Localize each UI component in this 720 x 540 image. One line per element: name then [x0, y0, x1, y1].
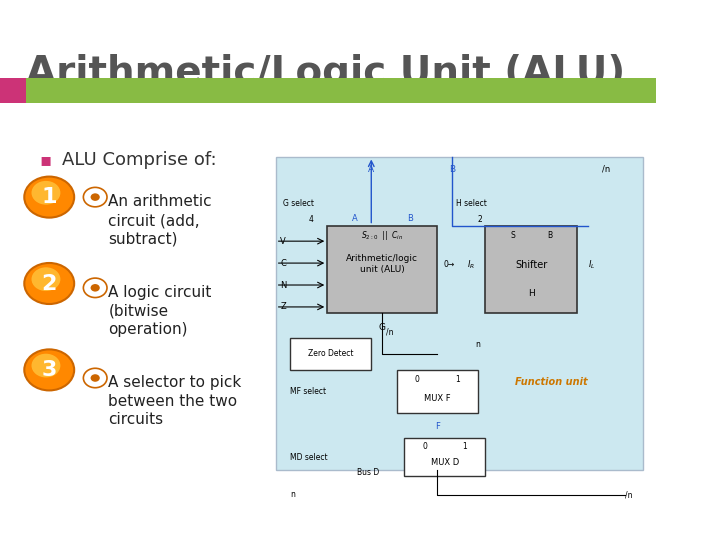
- Text: n: n: [290, 490, 295, 500]
- Text: V: V: [280, 237, 286, 246]
- Circle shape: [91, 193, 100, 201]
- Text: /n: /n: [625, 490, 632, 500]
- Text: G select: G select: [283, 199, 314, 208]
- FancyBboxPatch shape: [276, 157, 643, 470]
- Text: A: A: [368, 165, 374, 174]
- Text: Function unit: Function unit: [515, 377, 588, 387]
- Text: B: B: [407, 214, 413, 223]
- FancyBboxPatch shape: [397, 369, 478, 414]
- FancyBboxPatch shape: [327, 226, 438, 313]
- Text: 0: 0: [415, 375, 420, 384]
- Text: Arithmetic/Logic Unit (ALU): Arithmetic/Logic Unit (ALU): [26, 54, 626, 92]
- Text: H: H: [528, 289, 534, 299]
- Text: S: S: [510, 231, 516, 240]
- Circle shape: [84, 187, 107, 207]
- FancyBboxPatch shape: [485, 226, 577, 313]
- Text: $I_L$: $I_L$: [588, 259, 595, 271]
- Text: ▪: ▪: [40, 151, 52, 169]
- Text: Bus D: Bus D: [356, 468, 379, 477]
- Circle shape: [24, 349, 74, 390]
- Text: 1: 1: [463, 442, 467, 451]
- Circle shape: [91, 284, 100, 292]
- Circle shape: [24, 263, 74, 304]
- Text: Z: Z: [280, 302, 286, 312]
- Text: $S_{2:0}$  ||  $C_{in}$: $S_{2:0}$ || $C_{in}$: [361, 229, 403, 242]
- Circle shape: [32, 267, 60, 291]
- Text: Zero Detect: Zero Detect: [308, 349, 354, 359]
- FancyBboxPatch shape: [405, 438, 485, 476]
- Text: 0: 0: [422, 442, 427, 451]
- Text: /n: /n: [603, 165, 611, 174]
- Text: MF select: MF select: [290, 387, 327, 396]
- Text: An arithmetic
circuit (add,
subtract): An arithmetic circuit (add, subtract): [108, 194, 212, 247]
- Text: B: B: [547, 231, 552, 240]
- Text: /n: /n: [386, 327, 393, 336]
- Text: 0→: 0→: [444, 260, 455, 269]
- Text: B: B: [449, 165, 455, 174]
- Text: n: n: [475, 340, 480, 349]
- FancyBboxPatch shape: [26, 78, 657, 103]
- Text: H select: H select: [456, 199, 487, 208]
- Text: 3: 3: [42, 360, 57, 380]
- Text: 4: 4: [308, 215, 313, 224]
- FancyBboxPatch shape: [290, 338, 372, 369]
- Circle shape: [32, 354, 60, 377]
- Text: C: C: [280, 259, 286, 268]
- Circle shape: [84, 368, 107, 388]
- Text: Arithmetic/logic
unit (ALU): Arithmetic/logic unit (ALU): [346, 254, 418, 274]
- Text: MUX F: MUX F: [424, 394, 451, 403]
- Text: A: A: [352, 214, 358, 223]
- Circle shape: [91, 374, 100, 382]
- Text: Shifter: Shifter: [515, 260, 547, 270]
- Text: G: G: [379, 323, 386, 332]
- Circle shape: [84, 278, 107, 298]
- Text: A selector to pick
between the two
circuits: A selector to pick between the two circu…: [108, 375, 242, 428]
- Text: F: F: [435, 422, 440, 430]
- Text: $I_R$: $I_R$: [467, 259, 474, 271]
- Circle shape: [24, 177, 74, 218]
- Text: A logic circuit
(bitwise
operation): A logic circuit (bitwise operation): [108, 285, 212, 338]
- Circle shape: [32, 181, 60, 205]
- Text: MD select: MD select: [290, 453, 328, 462]
- Text: ALU Comprise of:: ALU Comprise of:: [63, 151, 217, 169]
- Text: 1: 1: [42, 187, 57, 207]
- Text: N: N: [280, 280, 287, 289]
- Text: 2: 2: [42, 273, 57, 294]
- Text: MUX D: MUX D: [431, 458, 459, 468]
- FancyBboxPatch shape: [0, 78, 26, 103]
- Text: 2: 2: [477, 215, 482, 224]
- Text: 1: 1: [455, 375, 460, 384]
